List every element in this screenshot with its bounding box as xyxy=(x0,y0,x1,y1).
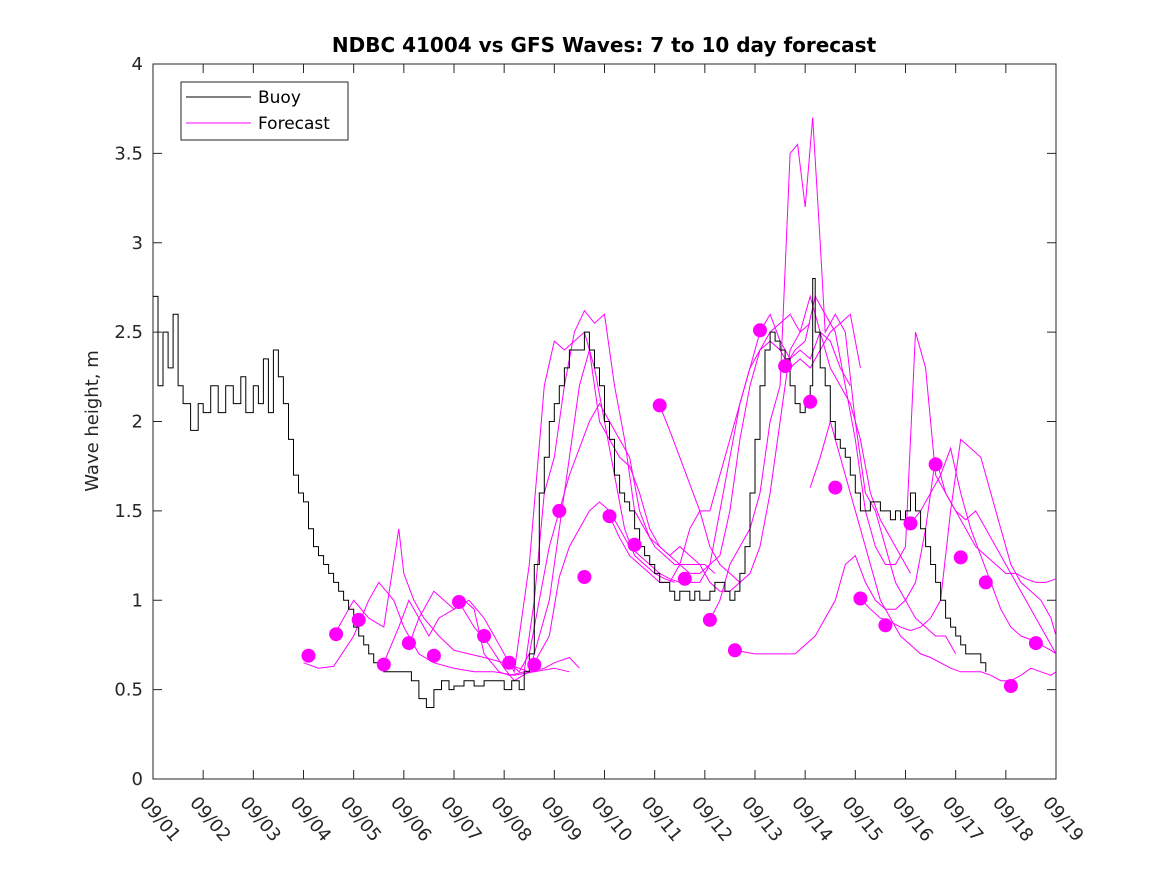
forecast-marker xyxy=(903,516,918,531)
legend: Buoy Forecast xyxy=(180,81,349,141)
x-tick-label: 09/17 xyxy=(938,793,987,846)
forecast-marker xyxy=(727,643,742,658)
x-tick-label: 09/02 xyxy=(185,793,234,846)
x-tick-label: 09/09 xyxy=(537,793,586,846)
legend-buoy-label: Buoy xyxy=(258,88,301,108)
forecast-marker xyxy=(329,627,344,642)
buoy-line xyxy=(153,278,987,708)
y-tick-label: 3 xyxy=(132,233,143,254)
forecast-marker xyxy=(1003,679,1018,693)
forecast-marker xyxy=(552,503,567,518)
forecast-marker xyxy=(652,398,667,413)
x-tick-label: 09/18 xyxy=(988,793,1037,846)
buoy-series xyxy=(153,278,987,708)
y-tick-label: 4 xyxy=(132,54,143,75)
forecast-marker xyxy=(602,509,617,524)
x-tick-label: 09/10 xyxy=(587,793,636,846)
x-tick-label: 09/03 xyxy=(236,793,285,846)
x-tick-label: 09/16 xyxy=(888,793,937,846)
forecast-marker xyxy=(351,612,366,627)
forecast-marker xyxy=(502,655,517,670)
x-tick-label: 09/01 xyxy=(135,793,184,846)
x-tick-label: 09/13 xyxy=(737,793,786,846)
forecast-marker xyxy=(853,591,868,606)
y-tick-label: 1.5 xyxy=(114,501,143,522)
forecast-markers xyxy=(301,323,1043,693)
forecast-marker xyxy=(527,657,542,672)
y-tick-label: 3.5 xyxy=(114,143,143,164)
legend-box xyxy=(180,81,349,141)
forecast-marker xyxy=(803,394,818,409)
y-tick-label: 0.5 xyxy=(114,680,143,701)
forecast-marker xyxy=(928,457,943,472)
legend-forecast-label: Forecast xyxy=(258,114,330,134)
x-tick-label: 09/19 xyxy=(1038,793,1087,846)
forecast-line xyxy=(303,581,570,676)
forecast-line xyxy=(860,438,1057,637)
x-tick-label: 09/15 xyxy=(838,793,887,846)
forecast-marker xyxy=(477,629,492,643)
forecast-marker xyxy=(953,550,968,565)
forecast-line xyxy=(709,117,957,655)
x-tick-label: 09/04 xyxy=(286,793,335,846)
plot-area: 00.511.522.533.54 09/01 09/02 09/03 09/04 09… xyxy=(114,54,1087,846)
forecast-marker xyxy=(627,537,642,552)
forecast-marker xyxy=(702,612,717,627)
x-tick-label: 09/06 xyxy=(386,793,435,846)
y-axis: 0 0.5 1 1.5 2 2.5 3 3.5 4 xyxy=(114,54,1056,790)
forecast-line xyxy=(609,313,861,583)
y-tick-label: 0 xyxy=(132,769,143,790)
forecast-line xyxy=(533,313,851,664)
y-tick-label: 2.5 xyxy=(114,322,143,343)
x-tick-label: 09/12 xyxy=(687,793,736,846)
forecast-marker xyxy=(426,648,441,663)
y-tick-label: 1 xyxy=(132,590,143,611)
forecast-marker xyxy=(301,648,316,663)
forecast-marker xyxy=(828,480,843,495)
forecast-marker xyxy=(401,636,416,651)
x-tick-label: 09/08 xyxy=(486,793,535,846)
forecast-line xyxy=(809,419,1057,682)
forecast-marker xyxy=(376,657,391,672)
y-axis-label: Wave height, m xyxy=(82,350,103,491)
forecast-marker xyxy=(778,359,793,374)
forecast-marker xyxy=(1028,636,1043,651)
forecast-marker xyxy=(452,595,466,609)
x-tick-label: 09/07 xyxy=(436,793,485,846)
x-tick-label: 09/05 xyxy=(336,793,385,846)
x-tick-label: 09/14 xyxy=(787,793,836,846)
forecast-line xyxy=(659,294,911,584)
forecast-marker xyxy=(878,618,893,633)
forecast-marker xyxy=(978,575,993,590)
forecast-line xyxy=(333,528,580,673)
forecast-line xyxy=(784,295,1057,583)
forecast-marker xyxy=(753,323,767,338)
forecast-marker xyxy=(577,570,592,584)
y-tick-label: 2 xyxy=(132,412,143,433)
x-tick-label: 09/11 xyxy=(637,793,686,846)
forecast-marker xyxy=(677,571,692,586)
chart-title: NDBC 41004 vs GFS Waves: 7 to 10 day for… xyxy=(332,33,877,57)
